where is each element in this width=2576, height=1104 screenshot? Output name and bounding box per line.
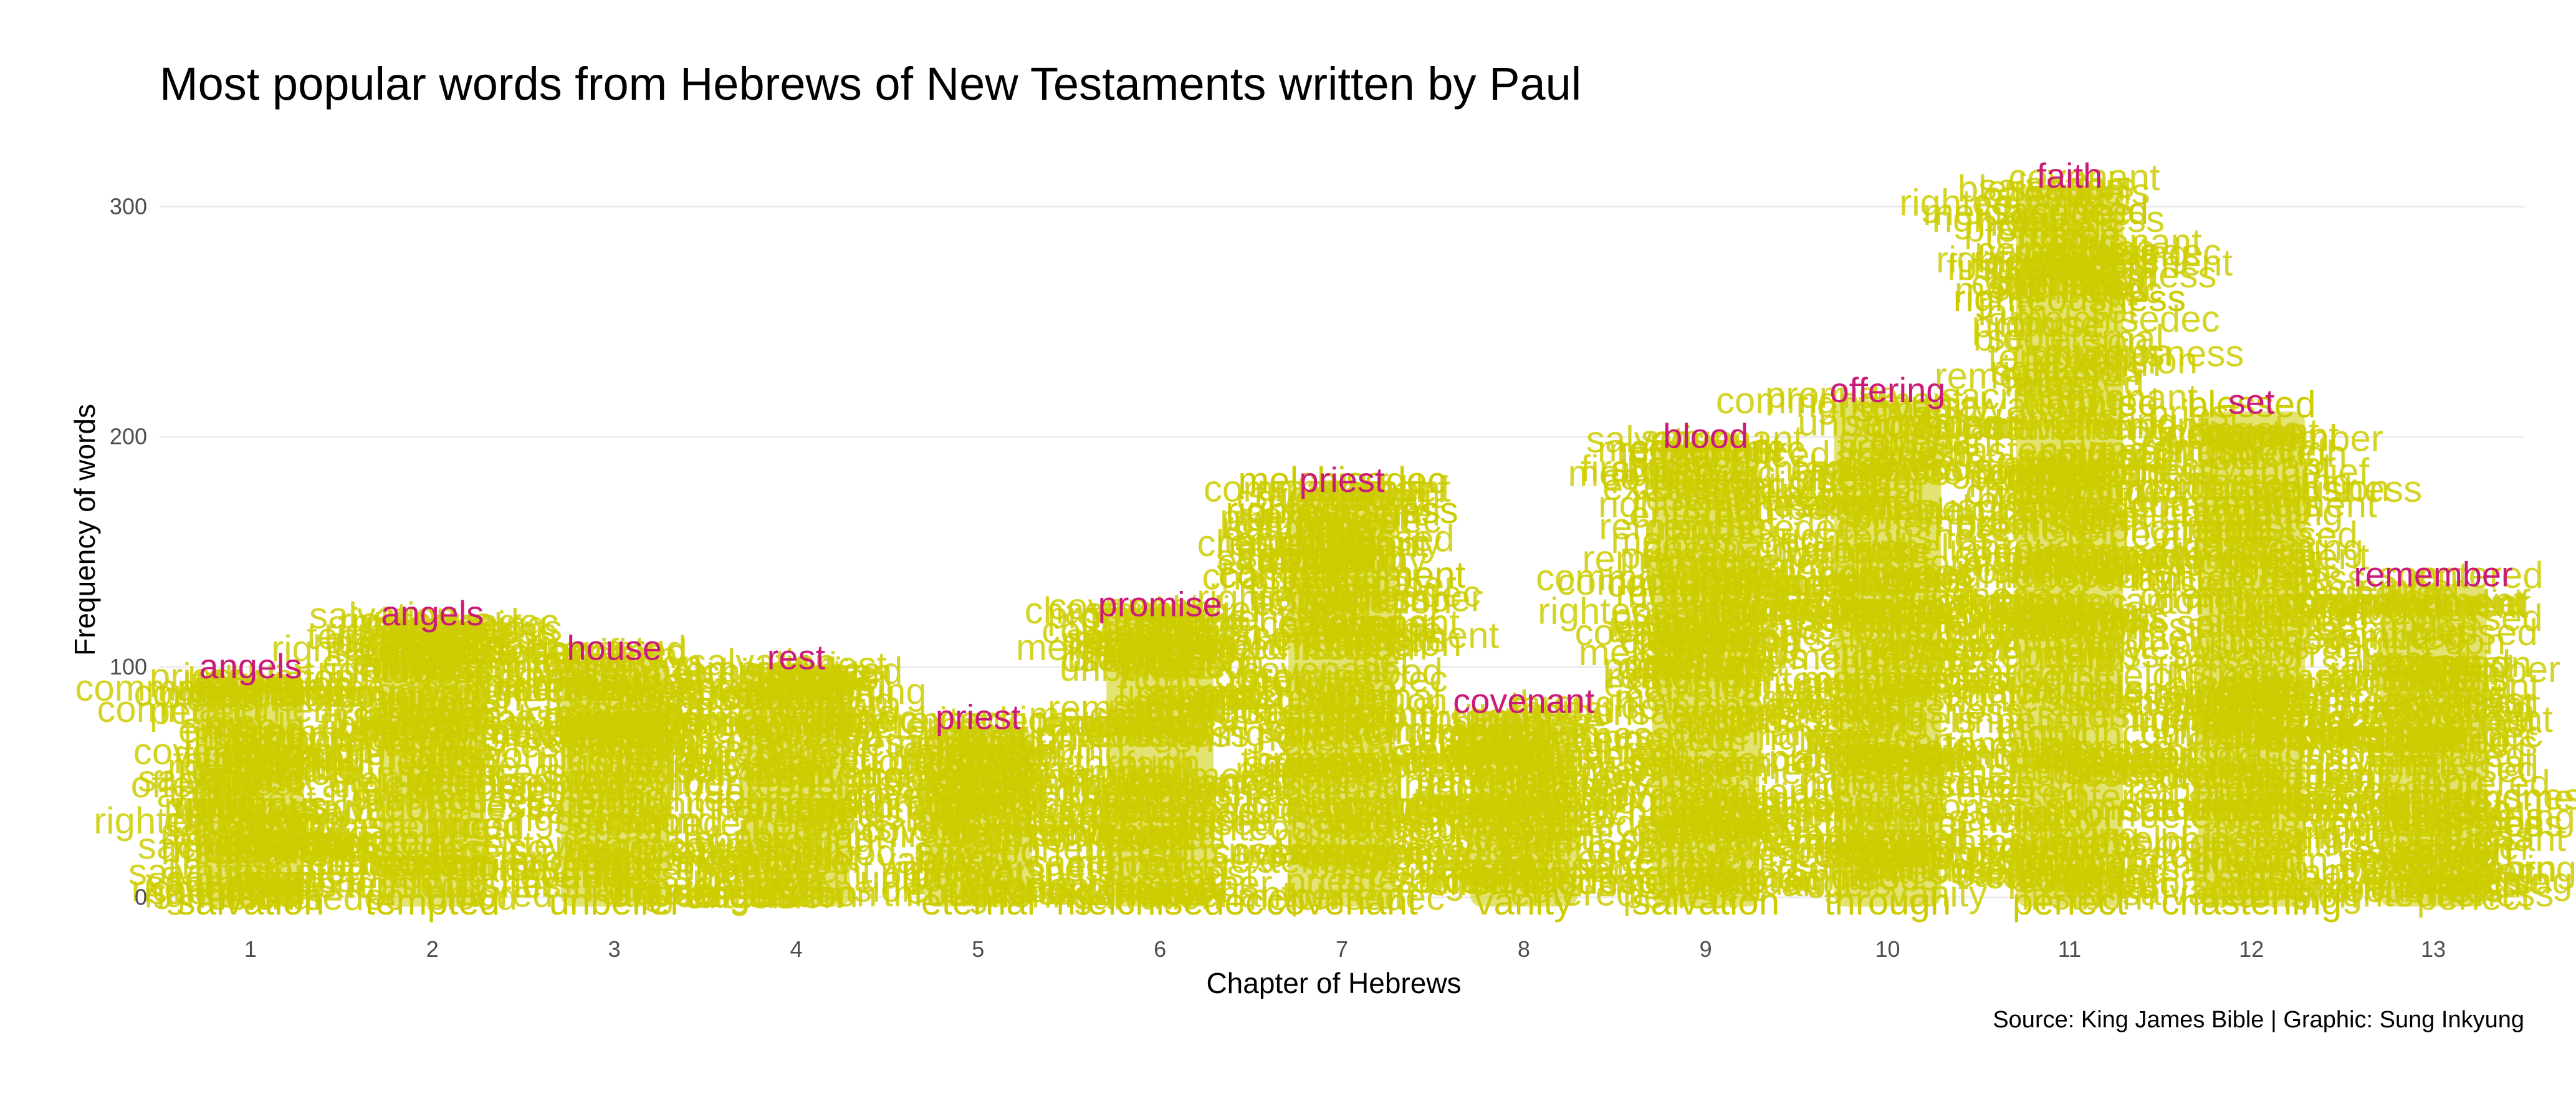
other-word-7-commandment: commandment bbox=[1219, 554, 1466, 595]
y-tick-label-0: 0 bbox=[135, 885, 147, 910]
chapter-word-mass-10 bbox=[1834, 400, 1942, 907]
x-tick-label-2: 2 bbox=[426, 936, 439, 962]
x-tick-label-3: 3 bbox=[608, 936, 621, 962]
other-word-13-extension: extension bbox=[2353, 830, 2514, 872]
chapter-word-mass-9 bbox=[1652, 446, 1760, 907]
other-word-11-sacrificed: sacrificed bbox=[1991, 190, 2148, 232]
top-word-chapter-4: rest bbox=[767, 637, 826, 676]
y-axis-title: Frequency of words bbox=[69, 404, 101, 656]
other-word-3-unbelief: unbelief bbox=[549, 881, 681, 923]
other-word-11-perfect: perfect bbox=[2013, 881, 2127, 923]
other-word-1-firstborn: firstborn bbox=[183, 734, 318, 775]
top-word-chapter-8: covenant bbox=[1453, 681, 1595, 721]
x-tick-label-7: 7 bbox=[1336, 936, 1348, 962]
top-word-chapter-6: promise bbox=[1098, 584, 1222, 623]
word-cloud-background: melchisedecrighteousnessrestextensioncom… bbox=[75, 156, 2576, 918]
y-tick-label-2: 200 bbox=[110, 424, 147, 449]
other-word-2-tempted: tempted bbox=[365, 881, 500, 923]
other-word-10-through: through bbox=[1824, 881, 1951, 923]
top-word-chapter-11: faith bbox=[2036, 156, 2102, 195]
other-word-11-righteousness: righteousness bbox=[1953, 277, 2186, 319]
x-tick-label-5: 5 bbox=[972, 936, 984, 962]
x-tick-label-9: 9 bbox=[1700, 936, 1712, 962]
x-tick-label-11: 11 bbox=[2058, 936, 2081, 962]
top-word-chapter-10: offering bbox=[1830, 370, 1946, 410]
x-tick-label-12: 12 bbox=[2239, 936, 2264, 962]
top-word-chapter-1: angels bbox=[199, 646, 302, 686]
chapter-word-mass-6 bbox=[1106, 614, 1214, 907]
other-word-1-son: son bbox=[221, 830, 281, 872]
x-tick-label-6: 6 bbox=[1154, 936, 1166, 962]
other-word-7-covenant: covenant bbox=[1266, 881, 1418, 923]
chart-caption: Source: King James Bible | Graphic: Sung… bbox=[1993, 1007, 2524, 1033]
top-word-chapter-7: priest bbox=[1300, 460, 1385, 499]
top-word-chapter-5: priest bbox=[936, 697, 1021, 736]
y-tick-label-3: 300 bbox=[110, 193, 147, 219]
other-word-8-vanity: vanity bbox=[1475, 881, 1573, 923]
chapter-word-mass-7 bbox=[1288, 489, 1396, 907]
x-tick-label-10: 10 bbox=[1875, 936, 1900, 962]
top-word-chapter-13: remember bbox=[2353, 554, 2512, 593]
x-tick-label-1: 1 bbox=[244, 936, 257, 962]
other-word-1-righteous: righteous bbox=[174, 784, 328, 826]
other-word-4-entered: entered bbox=[733, 784, 860, 826]
x-tick-label-13: 13 bbox=[2421, 936, 2446, 962]
other-word-1-salvation: salvation bbox=[177, 881, 325, 923]
other-word-12-chastening: chastening bbox=[2161, 881, 2342, 923]
top-word-chapter-9: blood bbox=[1663, 416, 1748, 456]
other-word-6-melchisedec: melchisedec bbox=[1056, 881, 1264, 923]
chapter-word-mass-2 bbox=[378, 623, 486, 907]
chapter-word-mass-3 bbox=[560, 658, 668, 907]
x-tick-label-8: 8 bbox=[1518, 936, 1530, 962]
top-word-chapter-12: set bbox=[2228, 382, 2275, 421]
y-tick-label-1: 100 bbox=[110, 654, 147, 679]
chart-title: Most popular words from Hebrews of New T… bbox=[160, 58, 1582, 110]
other-word-5-eternal: eternal bbox=[921, 881, 1035, 923]
chapter-word-mass-8 bbox=[1470, 711, 1578, 907]
top-word-chapter-2: angels bbox=[381, 593, 484, 633]
x-tick-label-4: 4 bbox=[790, 936, 802, 962]
chapter-word-mass-12 bbox=[2198, 411, 2305, 907]
other-word-9-salvation: salvation bbox=[1632, 881, 1779, 923]
x-axis-title: Chapter of Hebrews bbox=[1206, 967, 1461, 999]
top-word-chapter-3: house bbox=[567, 628, 662, 668]
chapter-word-mass-5 bbox=[924, 727, 1032, 907]
